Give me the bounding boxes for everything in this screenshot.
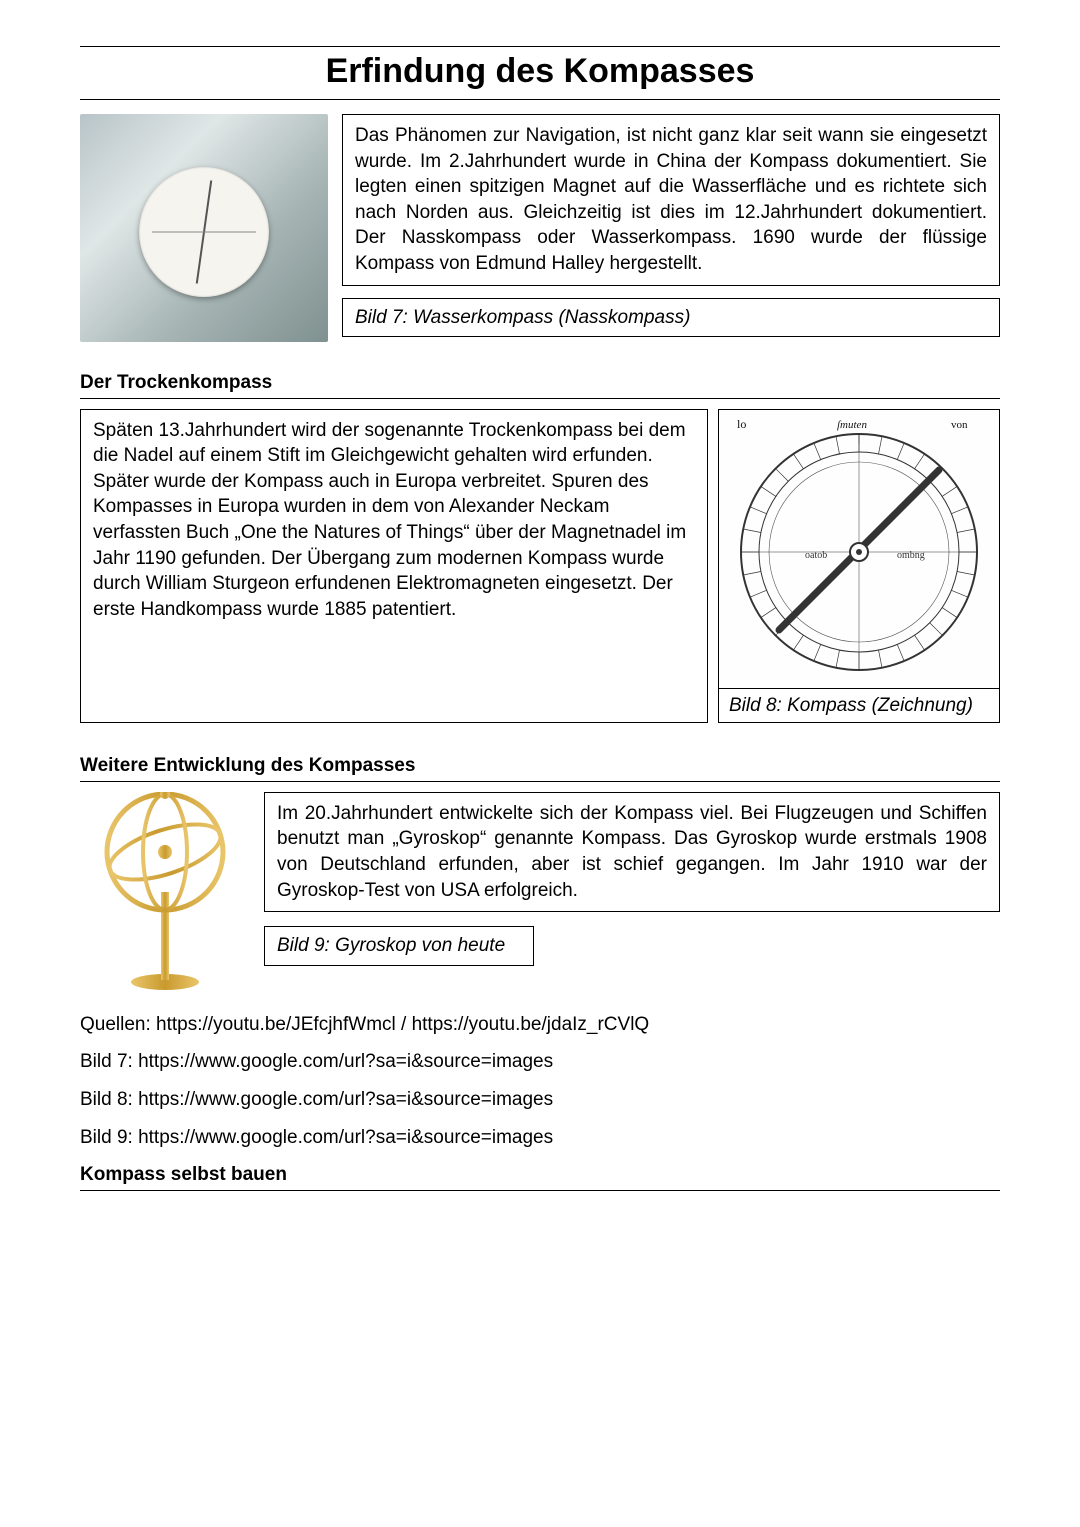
section3-paragraph-box: Im 20.Jahrhundert entwickelte sich der K… bbox=[264, 792, 1000, 913]
ref-bild8: Bild 8: https://www.google.com/url?sa=i&… bbox=[80, 1087, 1000, 1113]
title-rule-box: Erfindung des Kompasses bbox=[80, 46, 1000, 100]
section2-paragraph-box: Späten 13.Jahrhundert wird der sogenannt… bbox=[80, 409, 708, 724]
section-wasserkompass: Das Phänomen zur Navigation, ist nicht g… bbox=[80, 114, 1000, 342]
compass-disc-icon bbox=[139, 167, 269, 297]
section3-heading: Weitere Entwicklung des Kompasses bbox=[80, 753, 1000, 782]
ref-quellen: Quellen: https://youtu.be/JEfcjhfWmcl / … bbox=[80, 1012, 1000, 1038]
section2-caption: Bild 8: Kompass (Zeichnung) bbox=[719, 688, 999, 723]
svg-text:lo: lo bbox=[737, 417, 746, 431]
svg-text:ombng: ombng bbox=[897, 550, 925, 561]
section3-caption: Bild 9: Gyroskop von heute bbox=[264, 926, 534, 966]
water-compass-image bbox=[80, 114, 328, 342]
ref-bild9: Bild 9: https://www.google.com/url?sa=i&… bbox=[80, 1125, 1000, 1151]
section1-right-column: Das Phänomen zur Navigation, ist nicht g… bbox=[342, 114, 1000, 342]
svg-text:ſmuten: ſmuten bbox=[837, 419, 867, 431]
ref-bild7: Bild 7: https://www.google.com/url?sa=i&… bbox=[80, 1049, 1000, 1075]
svg-text:von: von bbox=[951, 419, 968, 431]
page-title: Erfindung des Kompasses bbox=[80, 49, 1000, 95]
section1-caption: Bild 7: Wasserkompass (Nasskompass) bbox=[342, 298, 1000, 338]
section-entwicklung: Im 20.Jahrhundert entwickelte sich der K… bbox=[80, 792, 1000, 992]
section-trockenkompass: Späten 13.Jahrhundert wird der sogenannt… bbox=[80, 409, 1000, 724]
references-block: Quellen: https://youtu.be/JEfcjhfWmcl / … bbox=[80, 1012, 1000, 1151]
section2-paragraph: Späten 13.Jahrhundert wird der sogenannt… bbox=[93, 420, 686, 620]
gyroscope-image bbox=[80, 792, 250, 992]
section4-heading: Kompass selbst bauen bbox=[80, 1162, 1000, 1191]
compass-drawing-image: lo ſmuten von oatob ombng bbox=[719, 410, 999, 688]
section3-right-column: Im 20.Jahrhundert entwickelte sich der K… bbox=[264, 792, 1000, 992]
section1-paragraph-box: Das Phänomen zur Navigation, ist nicht g… bbox=[342, 114, 1000, 286]
section3-paragraph: Im 20.Jahrhundert entwickelte sich der K… bbox=[277, 803, 987, 901]
compass-drawing-figure: lo ſmuten von oatob ombng bbox=[718, 409, 1000, 724]
section2-heading: Der Trockenkompass bbox=[80, 370, 1000, 399]
svg-text:oatob: oatob bbox=[805, 550, 827, 561]
section1-paragraph: Das Phänomen zur Navigation, ist nicht g… bbox=[355, 125, 987, 274]
